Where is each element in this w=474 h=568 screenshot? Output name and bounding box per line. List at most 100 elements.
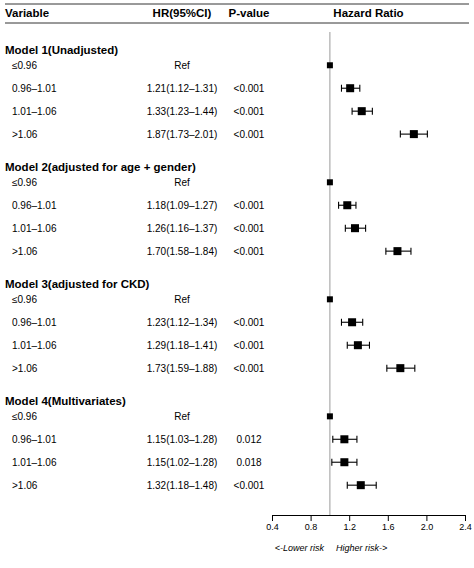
tick-label: 2.4: [459, 522, 472, 532]
tick-mark: [272, 515, 273, 521]
row-hr-text: 1.32(1.18–1.48): [147, 480, 218, 491]
row-pvalue: <0.001: [234, 200, 265, 211]
row-variable: ≤0.96: [12, 294, 37, 305]
row-pvalue: <0.001: [234, 340, 265, 351]
tick-label: 2.0: [421, 522, 434, 532]
tick-label: 1.2: [343, 522, 356, 532]
direction-label: <-Lower risk: [275, 543, 325, 553]
row-variable: >1.06: [12, 480, 38, 491]
ci-cap: [386, 365, 387, 372]
group-label: Model 4(Multivariates): [5, 395, 126, 407]
tick-label: 0.4: [266, 522, 279, 532]
direction-label: Higher risk->: [336, 543, 387, 553]
hr-marker: [351, 224, 359, 232]
hr-marker: [343, 201, 351, 209]
tick-label: 1.6: [382, 522, 395, 532]
ci-cap: [347, 342, 348, 349]
tick-mark: [465, 515, 466, 521]
row-hr-text: 1.15(1.03–1.28): [147, 434, 218, 445]
hr-marker: [393, 247, 401, 255]
ref-marker: [327, 62, 333, 68]
ref-marker: [327, 413, 333, 419]
tick-mark: [349, 515, 350, 521]
row-hr-text: Ref: [174, 177, 190, 188]
ci-cap: [372, 108, 373, 115]
row-hr-text: 1.21(1.12–1.31): [147, 83, 218, 94]
tick-mark: [426, 515, 427, 521]
row-variable: 1.01–1.06: [12, 223, 57, 234]
ci-cap: [369, 342, 370, 349]
tick-mark: [388, 515, 389, 521]
row-hr-text: Ref: [174, 294, 190, 305]
ci-cap: [338, 202, 339, 209]
x-tick: 1.2: [343, 515, 356, 532]
row-hr-text: 1.87(1.73–2.01): [147, 129, 218, 140]
row-pvalue: <0.001: [234, 223, 265, 234]
hr-marker: [396, 364, 404, 372]
ci-cap: [345, 225, 346, 232]
row-hr-text: Ref: [174, 411, 190, 422]
ci-cap: [347, 482, 348, 489]
row-hr-text: 1.26(1.16–1.37): [147, 223, 218, 234]
ci-cap: [332, 436, 333, 443]
tick-label: 0.8: [305, 522, 318, 532]
row-variable: 1.01–1.06: [12, 106, 57, 117]
hr-marker: [348, 318, 356, 326]
row-texts: ≤0.96 Ref 0.96–1.01 1.21(1.12–1.31) <0.001 1.…: [5, 44, 265, 490]
row-variable: ≤0.96: [12, 411, 37, 422]
row-pvalue: <0.001: [234, 317, 265, 328]
row-pvalue: <0.001: [234, 129, 265, 140]
row-variable: 0.96–1.01: [12, 83, 57, 94]
ci-cap: [414, 365, 415, 372]
ci-cap: [385, 248, 386, 255]
row-variable: >1.06: [12, 246, 38, 257]
ci-cap: [355, 202, 356, 209]
row-hr-text: 1.33(1.23–1.44): [147, 106, 218, 117]
reference-line: [329, 32, 330, 515]
row-variable: 1.01–1.06: [12, 457, 57, 468]
row-hr-text: 1.73(1.59–1.88): [147, 363, 218, 374]
x-axis: 0.4 0.8 1.2 1.6 2.0 2.4: [266, 515, 472, 532]
ci-cap: [356, 436, 357, 443]
row-variable: 0.96–1.01: [12, 200, 57, 211]
ci-cap: [365, 225, 366, 232]
axis-line: [273, 516, 466, 522]
column-header: HR(95%CI): [153, 7, 212, 19]
column-header: P-value: [229, 7, 270, 19]
header-rule: [5, 4, 469, 5]
hr-marker: [340, 458, 348, 466]
ci-cap: [352, 108, 353, 115]
ci-cap: [376, 482, 377, 489]
group-label: Model 1(Unadjusted): [5, 44, 118, 56]
tick-mark: [311, 515, 312, 521]
row-variable: 1.01–1.06: [12, 340, 57, 351]
row-variable: >1.06: [12, 363, 38, 374]
row-variable: ≤0.96: [12, 60, 37, 71]
hr-marker: [354, 341, 362, 349]
row-hr-text: 1.15(1.02–1.28): [147, 457, 218, 468]
ci-cap: [341, 319, 342, 326]
ci-cap: [410, 248, 411, 255]
group-label: Model 3(adjusted for CKD): [5, 278, 150, 290]
row-pvalue: <0.001: [234, 363, 265, 374]
row-variable: >1.06: [12, 129, 38, 140]
hr-marker: [357, 481, 365, 489]
chart: VariableHR(95%CI)P-valueHazard Ratio0.40…: [0, 0, 474, 568]
ci-cap: [362, 319, 363, 326]
x-tick: 0.4: [266, 515, 279, 532]
hr-marker: [340, 435, 348, 443]
column-header: Variable: [5, 7, 49, 19]
ci-cap: [356, 459, 357, 466]
row-pvalue: 0.012: [236, 434, 261, 445]
ref-marker: [327, 296, 333, 302]
row-hr-text: 1.70(1.58–1.84): [147, 246, 218, 257]
row-variable: ≤0.96: [12, 177, 37, 188]
group-label: Model 2(adjusted for age + gender): [5, 161, 196, 173]
ci-cap: [427, 131, 428, 138]
row-variable: 0.96–1.01: [12, 317, 57, 328]
x-tick: 1.6: [382, 515, 395, 532]
ci-cap: [331, 459, 332, 466]
ci-cap: [341, 85, 342, 92]
row-hr-text: 1.29(1.18–1.41): [147, 340, 218, 351]
row-hr-text: Ref: [174, 60, 190, 71]
